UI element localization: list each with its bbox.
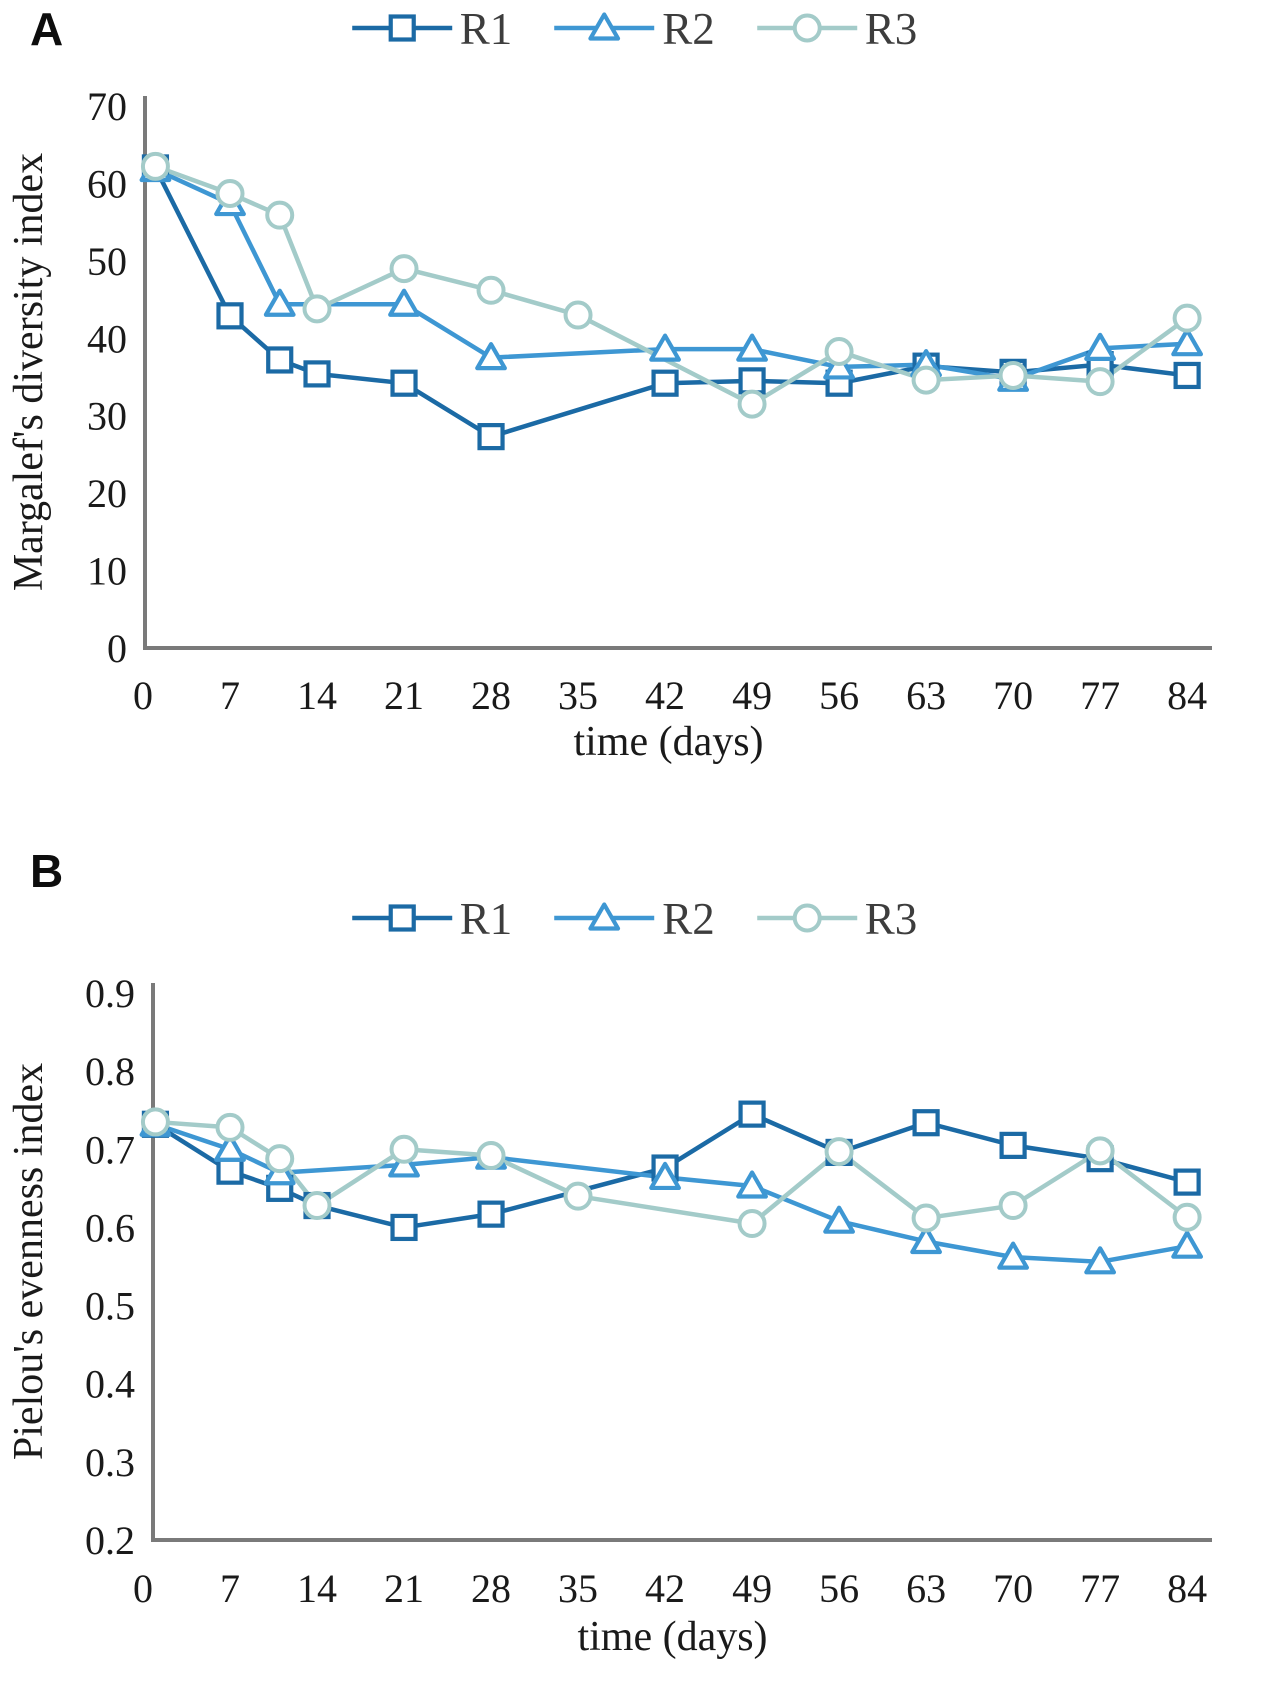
svg-text:Margalef's diversity index: Margalef's diversity index	[6, 153, 52, 591]
svg-text:42: 42	[645, 673, 685, 718]
legend-item-r2: R2	[552, 894, 715, 945]
svg-text:63: 63	[906, 1566, 946, 1611]
svg-text:0.6: 0.6	[85, 1205, 135, 1250]
svg-text:14: 14	[297, 1566, 337, 1611]
svg-text:40: 40	[87, 316, 127, 361]
svg-text:60: 60	[87, 161, 127, 206]
chart-a-margalef-diversity: 0 10 20 30 40 50 60 70 0 7 14 21 28 35 42 49 56 63 70 77 84 M…	[6, 84, 1212, 765]
svg-text:0.5: 0.5	[85, 1284, 135, 1329]
svg-text:70: 70	[993, 673, 1033, 718]
svg-text:14: 14	[297, 673, 337, 718]
legend-item-r3: R3	[755, 894, 918, 945]
legend-label-r2: R2	[662, 894, 715, 944]
r1-square-marker-icon	[350, 894, 454, 945]
svg-text:77: 77	[1080, 673, 1120, 718]
svg-text:10: 10	[87, 549, 127, 594]
legend-label-r2: R2	[662, 4, 715, 54]
legend-label-r3: R3	[864, 4, 918, 54]
svg-text:0.9: 0.9	[85, 971, 135, 1016]
svg-text:0: 0	[133, 1566, 153, 1611]
r3-circle-marker-icon	[755, 4, 859, 55]
legend-item-r1: R1	[350, 4, 513, 55]
svg-text:56: 56	[819, 1566, 859, 1611]
svg-text:84: 84	[1167, 1566, 1207, 1611]
svg-text:7: 7	[220, 1566, 240, 1611]
r2-triangle-marker-icon	[552, 894, 656, 945]
panel-b-label: B	[30, 845, 64, 897]
legend-label-r1: R1	[459, 894, 513, 944]
r2-triangle-marker-icon	[552, 4, 656, 55]
svg-text:49: 49	[732, 1566, 772, 1611]
svg-text:0.8: 0.8	[85, 1049, 135, 1094]
svg-text:time (days): time (days)	[573, 719, 763, 765]
svg-text:70: 70	[993, 1566, 1033, 1611]
legend-item-r1: R1	[350, 894, 513, 945]
panel-b: B R1 R2 R3 0.2 0.3 0.4 0.5 0.6 0.7 0.8 0.9 0 7 14 2…	[0, 820, 1267, 1684]
legend-label-r1: R1	[459, 4, 513, 54]
svg-text:20: 20	[87, 471, 127, 516]
svg-text:35: 35	[558, 1566, 598, 1611]
panel-a: A R1 R2 R3 0 10 20 30 40 50 60 70 0 7 14 21 28 35 42 49…	[0, 0, 1267, 820]
svg-text:0.3: 0.3	[85, 1440, 135, 1485]
legend-b: R1 R2 R3	[350, 894, 918, 945]
svg-text:56: 56	[819, 673, 859, 718]
svg-text:Pielou's evenness index: Pielou's evenness index	[6, 1063, 52, 1460]
chart-b-pielou-evenness: 0.2 0.3 0.4 0.5 0.6 0.7 0.8 0.9 0 7 14 21 28 35 42 49 56…	[6, 971, 1212, 1660]
panel-a-label: A	[30, 3, 64, 55]
svg-text:30: 30	[87, 394, 127, 439]
svg-text:70: 70	[87, 84, 127, 129]
svg-text:77: 77	[1080, 1566, 1120, 1611]
svg-text:42: 42	[645, 1566, 685, 1611]
svg-text:0: 0	[133, 673, 153, 718]
legend-item-r3: R3	[755, 4, 918, 55]
svg-text:7: 7	[220, 673, 240, 718]
svg-text:0: 0	[107, 626, 127, 671]
svg-text:49: 49	[732, 673, 772, 718]
svg-text:time (days): time (days)	[577, 1614, 767, 1660]
svg-text:28: 28	[471, 673, 511, 718]
svg-text:84: 84	[1167, 673, 1207, 718]
legend-item-r2: R2	[552, 4, 715, 55]
svg-text:28: 28	[471, 1566, 511, 1611]
svg-text:0.7: 0.7	[85, 1127, 135, 1172]
legend-a: R1 R2 R3	[350, 4, 918, 55]
svg-text:0.4: 0.4	[85, 1362, 135, 1407]
legend-label-r3: R3	[864, 894, 918, 944]
svg-text:35: 35	[558, 673, 598, 718]
svg-text:21: 21	[384, 673, 424, 718]
svg-text:63: 63	[906, 673, 946, 718]
r1-square-marker-icon	[350, 4, 454, 55]
svg-text:21: 21	[384, 1566, 424, 1611]
svg-text:50: 50	[87, 239, 127, 284]
svg-text:0.2: 0.2	[85, 1518, 135, 1563]
r3-circle-marker-icon	[755, 894, 859, 945]
